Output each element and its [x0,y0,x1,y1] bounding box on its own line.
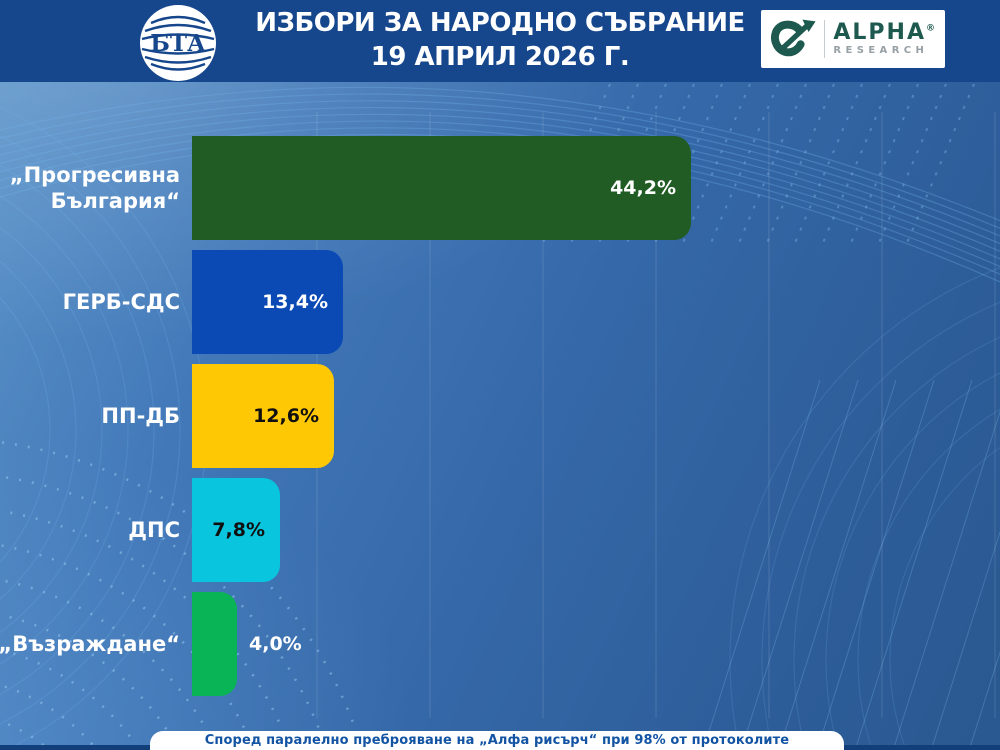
bta-logo-icon: БТА [140,5,216,81]
category-label: ДПС [128,517,180,542]
bar-dps: 7,8% [192,478,280,582]
page-title: ИЗБОРИ ЗА НАРОДНО СЪБРАНИЕ 19 АПРИЛ 2026… [0,0,1000,82]
bar-track: 12,6% [192,364,1000,468]
value-label: 4,0% [249,633,302,655]
bar-track: 13,4% [192,250,1000,354]
alpha-research-logo: ALPHA® RESEARCH [761,10,945,68]
bar-row-2: ГЕРБ-СДС 13,4% [0,250,1000,354]
alpha-logo-text: ALPHA® RESEARCH [833,22,935,56]
category-label: ПП-ДБ [101,403,180,428]
header-bar: ИЗБОРИ ЗА НАРОДНО СЪБРАНИЕ 19 АПРИЛ 2026… [0,0,1000,82]
value-label: 12,6% [253,405,319,427]
bar-row-4: ДПС 7,8% [0,478,1000,582]
bar-vazrazhdane: 4,0% [192,592,302,696]
registered-mark: ® [926,23,935,34]
bar-chart: „Прогресивна България“ 44,2% ГЕРБ-СДС 13… [0,136,1000,696]
bta-logo-text: БТА [150,30,206,57]
source-note-box: Според паралелно преброяване на „Алфа ри… [150,731,844,750]
alpha-logo-sub: RESEARCH [833,45,929,56]
bar-row-1: „Прогресивна България“ 44,2% [0,136,1000,240]
category-label: „Възраждане“ [0,631,180,656]
category-label: ГЕРБ-СДС [62,289,180,314]
bar-row-5: „Възраждане“ 4,0% [0,592,1000,696]
alpha-logo-name: ALPHA® [833,22,935,44]
title-line-1: ИЗБОРИ ЗА НАРОДНО СЪБРАНИЕ [255,8,745,39]
alpha-name-label: ALPHA [833,20,926,45]
source-note-text: Според паралелно преброяване на „Алфа ри… [204,733,790,748]
value-label: 13,4% [262,291,328,313]
value-label: 44,2% [610,177,676,199]
title-line-2: 19 АПРИЛ 2026 Г. [370,42,630,72]
category-label: „Прогресивна България“ [9,162,180,213]
bar-row-3: ПП-ДБ 12,6% [0,364,1000,468]
alpha-logo-divider [824,20,826,58]
bar-gerb-sds: 13,4% [192,250,343,354]
bar-pp-db: 12,6% [192,364,334,468]
value-label: 7,8% [212,519,265,541]
alpha-swoosh-icon [771,19,816,57]
bar-track: 4,0% [192,592,1000,696]
bar-progresivna-bulgaria: 44,2% [192,136,691,240]
bar-track: 44,2% [192,136,1000,240]
bar-track: 7,8% [192,478,1000,582]
